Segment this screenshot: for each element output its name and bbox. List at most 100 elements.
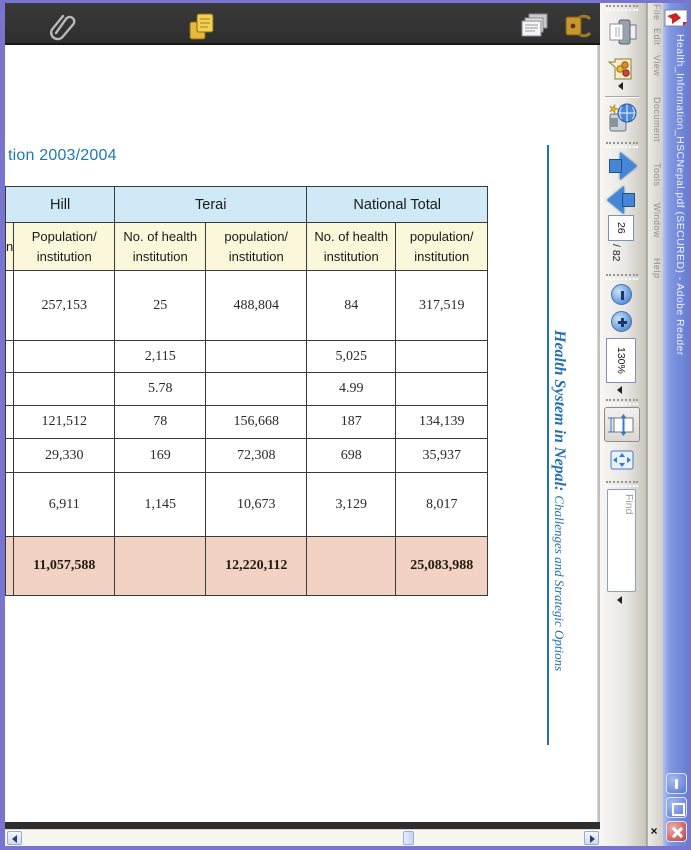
pdf-app-icon <box>664 6 688 30</box>
security-lock-icon[interactable] <box>564 12 594 40</box>
minimize-button[interactable] <box>666 773 687 794</box>
menu-window[interactable]: Window <box>652 203 662 239</box>
cell <box>205 340 308 373</box>
cell: 72,308 <box>205 438 308 473</box>
menu-bar <box>647 3 663 846</box>
zoom-in-button[interactable] <box>611 311 632 332</box>
minimize-icon <box>675 779 678 789</box>
scrollbar-right-button[interactable] <box>584 831 599 845</box>
menu-document[interactable]: Document <box>652 97 662 143</box>
column-header: population/ institution <box>395 222 489 271</box>
cell: 35,937 <box>395 438 489 473</box>
menu-tools[interactable]: Tools <box>652 163 662 187</box>
total-cell <box>306 536 397 596</box>
cell: 2,115 <box>114 340 207 373</box>
close-button[interactable] <box>666 821 687 842</box>
menu-file[interactable]: File <box>652 4 662 21</box>
column-header: No. of health institution <box>306 222 397 271</box>
cell: 187 <box>306 405 397 439</box>
table-row: 5.78 4.99 <box>4 372 489 406</box>
scrollbar-thumb[interactable] <box>403 831 414 845</box>
table-row: 29,330 169 72,308 698 35,937 <box>4 438 489 473</box>
cell: 1,145 <box>114 472 207 537</box>
left-arrow-tail <box>622 193 635 207</box>
group-header-hill: Hill <box>4 186 116 223</box>
comments-notes-icon[interactable] <box>188 12 215 42</box>
zoom-out-button[interactable] <box>611 284 632 305</box>
cell: 488,804 <box>205 270 308 341</box>
table-row: 121,512 78 156,668 187 134,139 <box>4 405 489 439</box>
next-page-button[interactable] <box>606 152 638 180</box>
table-heading-fragment: tion 2003/2004 <box>8 147 117 164</box>
cell <box>13 340 116 373</box>
title-bar[interactable] <box>663 3 689 846</box>
save-online-button[interactable]: ★ <box>606 102 638 134</box>
total-cell: 25,083,988 <box>395 536 489 596</box>
cell <box>13 372 116 406</box>
fit-width-button[interactable] <box>604 407 640 442</box>
toolbar-grip <box>606 481 638 487</box>
left-chevron-icon <box>12 835 17 843</box>
cell: 6,911 <box>13 472 116 537</box>
cell: 8,017 <box>395 472 489 537</box>
table-row: 257,153 25 488,804 84 317,519 <box>4 270 489 341</box>
find-dropdown-arrow-icon[interactable] <box>617 596 622 604</box>
health-institution-table: Hill Terai National Total n Population/ … <box>4 186 489 596</box>
table-row: 2,115 5,025 <box>4 340 489 373</box>
toolbar-separator <box>605 96 639 98</box>
comment-dropdown-arrow-icon[interactable] <box>618 82 623 90</box>
fit-page-button[interactable] <box>609 447 635 473</box>
cell: 121,512 <box>13 405 116 439</box>
column-header: No. of health institution <box>114 222 207 271</box>
pages-panel-icon[interactable] <box>521 12 549 38</box>
find-input[interactable]: Find <box>607 489 636 592</box>
cell: 317,519 <box>395 270 489 341</box>
page-number-input[interactable]: 26 <box>608 215 634 241</box>
cell <box>395 340 489 373</box>
toolbar-grip <box>606 399 638 405</box>
menu-view[interactable]: View <box>652 55 662 77</box>
zoom-dropdown-arrow-icon[interactable] <box>617 386 622 394</box>
cell: 257,153 <box>13 270 116 341</box>
previous-page-button[interactable] <box>606 186 638 214</box>
cell: 134,139 <box>395 405 489 439</box>
cell <box>205 372 308 406</box>
book-title-vertical: Health System in Nepal: Challenges and S… <box>550 330 568 671</box>
group-header-terai: Terai <box>114 186 308 223</box>
cell: 5,025 <box>306 340 397 373</box>
table-group-header-row: Hill Terai National Total <box>4 186 489 223</box>
menu-edit[interactable]: Edit <box>652 28 662 46</box>
scrollbar-left-button[interactable] <box>7 831 22 845</box>
cell: 4.99 <box>306 372 397 406</box>
cut-column-header: n <box>4 222 15 271</box>
zoom-level-input[interactable]: 130% <box>606 338 636 383</box>
cell: 698 <box>306 438 397 473</box>
close-document-button[interactable]: × <box>650 824 658 838</box>
table-column-header-row: n Population/ institution No. of health … <box>4 222 489 271</box>
table-row: 6,911 1,145 10,673 3,129 8,017 <box>4 472 489 537</box>
horizontal-scrollbar[interactable] <box>5 829 601 846</box>
pane-bottom-bar <box>5 822 601 829</box>
cell: 29,330 <box>13 438 116 473</box>
attachments-paperclip-icon[interactable] <box>50 11 76 41</box>
page-count-label: / 82 <box>610 244 622 262</box>
cell: 5.78 <box>114 372 207 406</box>
menu-help[interactable]: Help <box>652 258 662 279</box>
total-cell <box>114 536 207 596</box>
cell: 25 <box>114 270 207 341</box>
total-cell: 11,057,588 <box>13 536 116 596</box>
book-title-main: Health System in Nepal: <box>551 330 568 496</box>
toolbar-grip <box>606 142 638 148</box>
column-header: population/ institution <box>205 222 308 271</box>
review-comment-button[interactable] <box>605 53 637 85</box>
svg-text:★: ★ <box>607 104 619 114</box>
navigation-panel-bar <box>5 3 600 45</box>
right-arrow-icon <box>620 152 637 180</box>
print-button[interactable] <box>607 17 637 47</box>
maximize-button[interactable] <box>666 797 687 818</box>
cell: 78 <box>114 405 207 439</box>
right-chevron-icon <box>590 835 595 843</box>
margin-rule <box>547 145 549 745</box>
plus-icon-bar <box>618 321 627 324</box>
window-title: Health_Information_HSCNepal.pdf (SECURED… <box>674 34 686 356</box>
